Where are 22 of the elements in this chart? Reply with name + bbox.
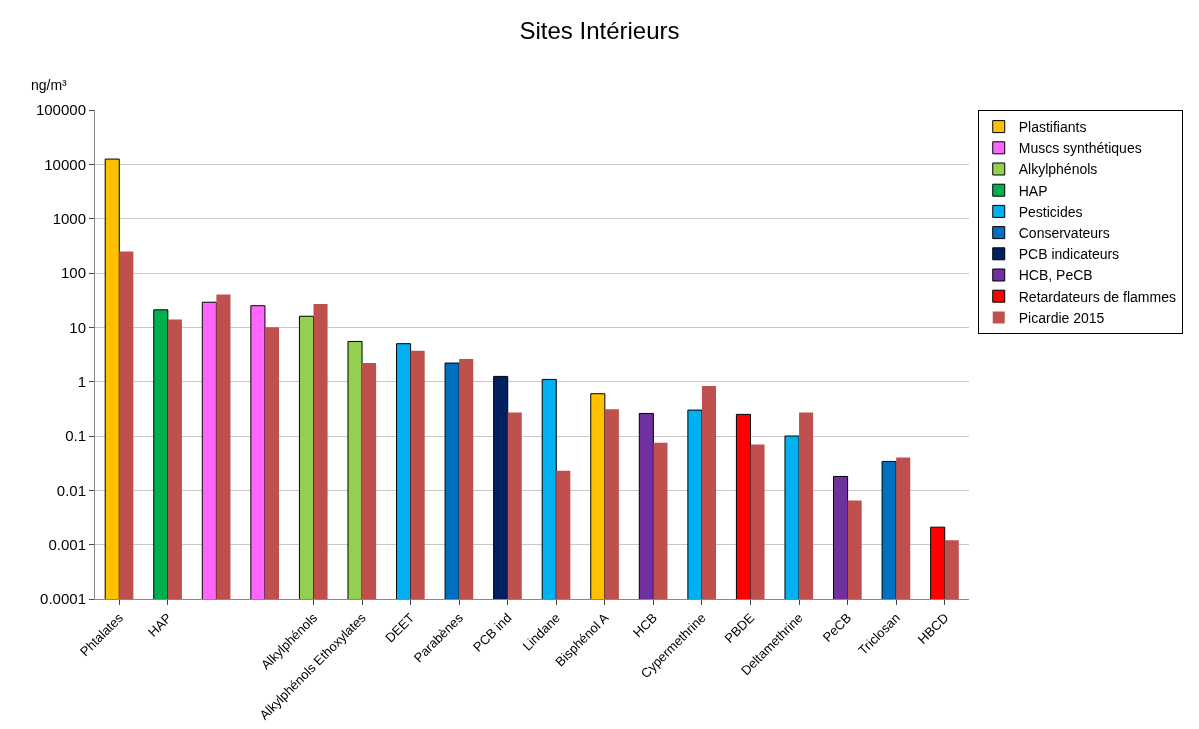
legend-label: Plastifiants (1018, 119, 1087, 136)
legend-label: Picardie 2015 (1018, 309, 1105, 326)
y-tick-label: 1 (77, 372, 86, 390)
legend-label: Conservateurs (1018, 225, 1110, 242)
y-tick-label: 100 (60, 264, 86, 282)
y-axis-title: ng/m³ (31, 77, 68, 93)
legend-label: PCB indicateurs (1018, 246, 1120, 263)
y-tick-label: 0.0001 (40, 590, 86, 608)
legend-label: HAP (1018, 182, 1048, 199)
legend-label: Alkylphénols (1018, 161, 1098, 178)
y-tick-label: 0.1 (65, 427, 86, 445)
y-tick-label: 0.001 (48, 535, 86, 553)
legend-label: Retardateurs de flammes (1018, 288, 1176, 305)
legend-label: Pesticides (1018, 203, 1083, 220)
y-tick-label: 10000 (44, 155, 86, 173)
chart-title: Sites Intérieurs (519, 16, 680, 44)
y-tick-label: 1000 (52, 209, 86, 227)
legend-label: Muscs synthétiques (1018, 140, 1142, 157)
y-tick-label: 10 (69, 318, 86, 336)
y-tick-label: 100000 (35, 101, 86, 119)
legend-label: HCB, PeCB (1018, 267, 1093, 284)
y-tick-label: 0.01 (56, 481, 86, 499)
